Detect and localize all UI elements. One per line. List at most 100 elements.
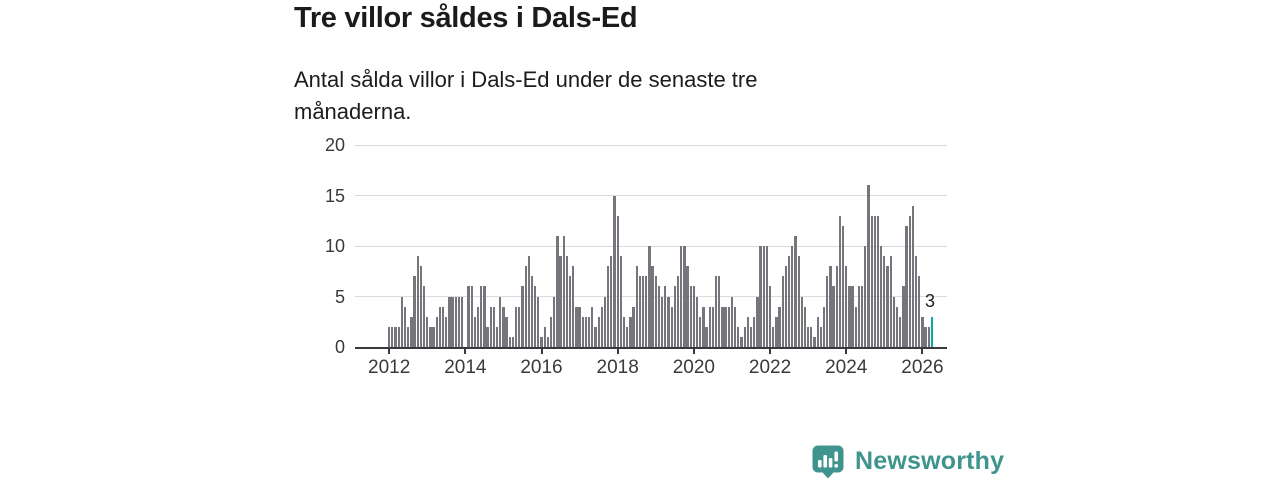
x-axis-label-2014: 2014 [444, 357, 487, 378]
bar [629, 316, 632, 347]
x-axis-label-2024: 2024 [825, 357, 868, 378]
bar [841, 225, 845, 347]
bar [391, 326, 394, 347]
bar [730, 296, 734, 347]
x-axis-label-2026: 2026 [901, 357, 944, 378]
bar [918, 276, 921, 347]
bar [673, 286, 676, 347]
bar [530, 276, 534, 347]
x-axis-tick-2026 [921, 347, 924, 354]
bar [489, 306, 492, 347]
newsworthy-logo-text: Newsworthy [855, 447, 1005, 475]
bar [724, 306, 727, 347]
bar [759, 246, 762, 347]
bar [641, 276, 645, 347]
bar [502, 306, 505, 347]
bar [699, 316, 702, 347]
bar [445, 316, 448, 347]
bar [787, 256, 791, 347]
y-axis-label-10: 10 [324, 236, 345, 256]
bar [575, 306, 578, 347]
bar [718, 276, 721, 347]
y-axis-label-0: 0 [334, 337, 345, 357]
bar [476, 306, 480, 347]
bar [683, 246, 686, 347]
chart-title: Tre villor såldes i Dals-Ed [294, 2, 638, 34]
bar [397, 326, 400, 347]
logo-bubble-shape [812, 445, 844, 479]
bar [632, 306, 635, 347]
gridline-y-10 [355, 245, 947, 247]
bar [695, 296, 699, 347]
bar [886, 266, 889, 347]
newsworthy-logo-icon [812, 445, 844, 479]
logo-bar-medium [828, 458, 833, 468]
x-axis-tick-2018 [616, 347, 619, 354]
bar [603, 296, 607, 347]
bar [435, 316, 438, 347]
bar [905, 225, 908, 347]
bar [762, 246, 765, 347]
bar-chart-plot-area: 0 5 10 15 20 2012 2014 2016 2018 2020 2022 2024 2026… [325, 135, 947, 378]
bar [689, 286, 692, 347]
gridline-y-15 [355, 195, 947, 196]
bar [499, 296, 502, 347]
bar [546, 336, 549, 347]
bar [413, 276, 416, 347]
bar [927, 326, 930, 347]
bar [822, 306, 826, 347]
bar [908, 215, 911, 347]
bar [527, 256, 530, 347]
bar [419, 266, 423, 347]
bar [486, 326, 489, 347]
bar [880, 246, 883, 347]
bar [775, 316, 778, 347]
bar [562, 235, 565, 347]
bar [826, 276, 829, 347]
bar [651, 266, 654, 347]
bar [584, 316, 588, 347]
bar [756, 296, 759, 347]
bar [864, 246, 867, 347]
chart-subtitle: Antal sålda villor i Dals-Ed under de se… [294, 67, 758, 124]
bar [400, 296, 403, 347]
bar [565, 256, 569, 347]
bar [686, 266, 689, 347]
bar [807, 326, 810, 347]
bar [829, 266, 832, 347]
bar [921, 316, 924, 347]
bar [556, 235, 559, 347]
bar [797, 256, 800, 347]
bar [416, 256, 419, 347]
bar [667, 296, 670, 347]
newsworthy-logo[interactable]: Newsworthy [810, 443, 1004, 480]
bar [737, 326, 740, 347]
bar [483, 286, 486, 347]
bar [854, 306, 857, 347]
bar [740, 336, 743, 347]
y-axis-label-15: 15 [324, 185, 345, 206]
bar [664, 286, 667, 347]
bar [454, 296, 457, 347]
bar [559, 256, 562, 347]
bar [813, 336, 816, 347]
bar [572, 266, 575, 347]
bar [461, 296, 464, 347]
bar [410, 316, 413, 347]
bar [432, 326, 435, 347]
bar [702, 306, 705, 347]
bar [765, 246, 769, 347]
bar [607, 266, 610, 347]
bar [619, 256, 622, 347]
bar [734, 306, 737, 347]
bar [857, 286, 861, 347]
bar [860, 286, 864, 347]
bar [457, 296, 461, 347]
bar [832, 286, 835, 347]
bar [508, 336, 511, 347]
bar [914, 256, 918, 347]
x-axis-label-2012: 2012 [368, 357, 411, 378]
bar [616, 215, 619, 347]
bar [708, 306, 711, 347]
bar [746, 316, 749, 347]
